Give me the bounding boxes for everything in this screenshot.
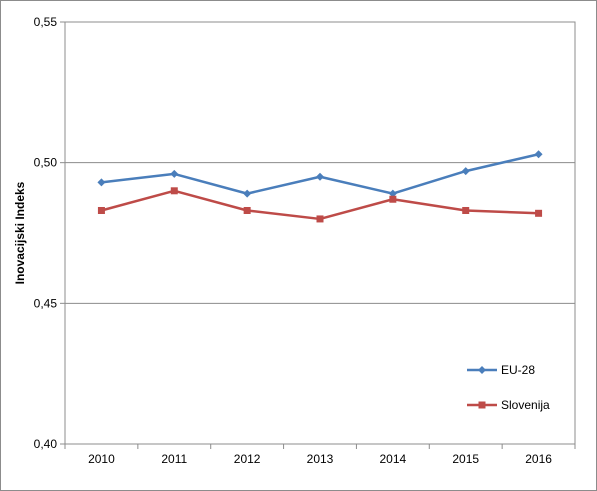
data-point (243, 206, 251, 214)
data-point (462, 206, 470, 214)
legend-label: Slovenija (501, 398, 550, 412)
data-point (97, 178, 106, 187)
data-point (170, 187, 178, 195)
series-eu-28 (97, 150, 543, 198)
y-tick-label: 0,45 (34, 296, 58, 310)
x-tick-label: 2012 (234, 452, 261, 466)
data-point (389, 195, 397, 203)
x-tick-label: 2016 (525, 452, 552, 466)
y-tick-label: 0,50 (34, 156, 58, 170)
data-point (316, 172, 324, 181)
plot-area (64, 21, 576, 445)
series-group (97, 150, 543, 223)
legend: EU-28 Slovenija (467, 363, 550, 412)
data-point (316, 215, 324, 223)
data-point (388, 189, 397, 198)
x-tick-label: 2013 (307, 452, 334, 466)
data-point (170, 169, 179, 178)
series-slovenija (97, 187, 543, 223)
x-tick-label: 2011 (161, 452, 187, 466)
y-axis-title: Inovacijski Indeks (13, 181, 27, 284)
y-tick-label: 0,55 (34, 15, 58, 29)
series-line-slovenija (101, 189, 539, 221)
data-point (97, 206, 105, 214)
legend-item-eu-28: EU-28 (467, 363, 535, 377)
x-axis: 2010 2011 2012 2013 2014 2015 2016 (64, 444, 576, 466)
gridlines (65, 162, 575, 304)
legend-marker (478, 401, 486, 409)
legend-item-slovenija: Slovenija (467, 398, 550, 412)
x-tick-label: 2014 (380, 452, 407, 466)
legend-label: EU-28 (501, 363, 535, 377)
x-tick-label: 2010 (88, 452, 115, 466)
x-tick-label: 2015 (452, 452, 479, 466)
legend-marker (478, 366, 486, 374)
data-point (461, 167, 470, 176)
y-axis: 0,40 0,45 0,50 0,55 (34, 15, 65, 451)
data-point (535, 209, 543, 217)
data-point (534, 150, 543, 159)
y-tick-label: 0,40 (34, 437, 58, 451)
data-point (243, 189, 252, 198)
